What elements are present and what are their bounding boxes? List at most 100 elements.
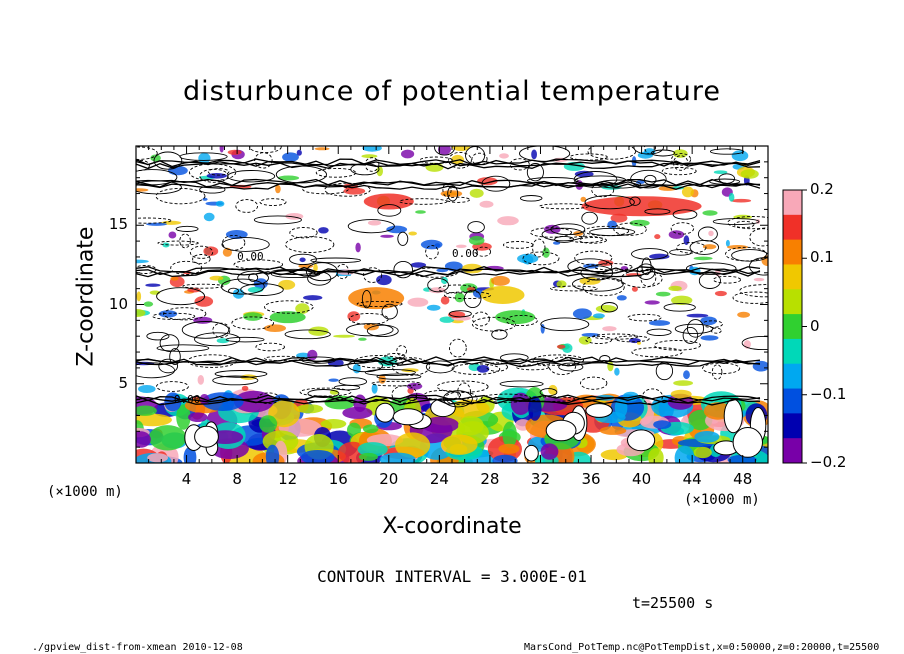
contour-line	[158, 358, 179, 374]
contour-line	[539, 203, 590, 210]
contour-line	[627, 313, 662, 322]
contour-line	[519, 146, 571, 162]
contour-line	[192, 254, 211, 265]
x-tick-label: 20	[379, 470, 399, 488]
x-tick-label: 44	[682, 470, 702, 488]
contour-line	[289, 227, 318, 239]
field-blob	[602, 326, 617, 332]
contour-line	[136, 159, 150, 171]
field-blob	[375, 402, 395, 423]
field-blob	[694, 431, 720, 443]
colorbar-swatch	[783, 338, 802, 365]
field-blob	[752, 360, 768, 372]
contour-line	[519, 195, 543, 202]
contour-line	[377, 204, 402, 217]
colorbar-swatch	[783, 239, 802, 265]
field-blob	[136, 291, 142, 302]
field-blob	[572, 308, 592, 320]
field-blob	[150, 154, 161, 162]
contour-line	[644, 208, 671, 215]
field-blob	[469, 188, 484, 198]
contour-line	[584, 225, 630, 237]
x-tick-label: 8	[232, 470, 242, 488]
field-blob	[247, 286, 264, 293]
contour-line	[676, 242, 707, 254]
contour-line	[361, 289, 372, 309]
contour-line	[629, 196, 641, 206]
field-blob	[702, 244, 717, 250]
field-blob	[441, 434, 478, 455]
field-blob	[136, 405, 157, 416]
contour-line	[682, 326, 699, 344]
contour-line	[222, 234, 246, 251]
contour-line	[399, 198, 448, 205]
field-blob	[653, 420, 672, 429]
x-tick-label: 28	[480, 470, 500, 488]
contour-line	[393, 260, 413, 279]
contour-line	[136, 356, 761, 364]
field-blob	[737, 311, 750, 318]
contour-line	[631, 248, 669, 260]
contour-line	[711, 364, 723, 380]
field-blob	[580, 196, 587, 202]
field-blob	[492, 454, 518, 463]
field-blob	[145, 283, 161, 287]
contour-line	[731, 249, 768, 262]
field-blob	[348, 287, 405, 310]
field-blob	[644, 300, 660, 305]
contour-line	[472, 311, 490, 327]
colorbar-tick-label: 0.2	[810, 180, 834, 198]
field-blob	[219, 146, 224, 153]
field-blob	[648, 448, 664, 463]
contour-line	[573, 171, 618, 188]
contour-line	[136, 217, 172, 224]
contour-line	[581, 211, 598, 225]
field-blob	[610, 213, 628, 223]
field-blob	[379, 452, 416, 463]
footer-left: ./gpview_dist-from-xmean 2010-12-08	[32, 642, 243, 653]
contour-line	[540, 317, 590, 332]
field-blob	[454, 292, 465, 303]
field-blob	[203, 212, 215, 222]
contour-line	[475, 246, 492, 257]
field-blob	[495, 310, 536, 325]
field-blob	[693, 446, 712, 459]
x-tick-label: 48	[733, 470, 753, 488]
contour-line	[189, 245, 214, 259]
field-blob	[314, 147, 330, 151]
contour-line	[499, 380, 544, 388]
contour-line	[381, 303, 398, 320]
contour-line	[384, 353, 406, 359]
field-blob	[386, 225, 408, 234]
contour-line	[663, 303, 696, 312]
field-blob	[728, 192, 735, 202]
field-blob	[198, 152, 211, 164]
field-blob	[631, 286, 638, 292]
field-blob	[614, 367, 620, 376]
contour-line	[237, 270, 269, 286]
colorbar-swatch	[783, 413, 802, 439]
field-blob	[528, 396, 542, 421]
contour-line	[447, 185, 459, 202]
field-blob	[725, 239, 730, 247]
contour-line	[136, 158, 761, 166]
contour-line	[182, 283, 224, 289]
contour-line	[582, 278, 625, 297]
field-blob	[296, 404, 324, 414]
contour-line	[505, 314, 538, 327]
field-blob	[136, 309, 146, 317]
field-blob	[731, 150, 749, 162]
time-label: t=25500 s	[632, 594, 714, 612]
contour-line	[254, 152, 273, 169]
contour-line	[548, 356, 577, 376]
contour-line	[445, 196, 471, 203]
field-blob	[303, 295, 323, 301]
contour-line	[580, 376, 608, 390]
field-blob	[607, 361, 614, 372]
contour-line	[169, 348, 181, 366]
contour-line	[689, 239, 720, 255]
field-blob	[227, 149, 242, 155]
field-blob	[673, 380, 693, 386]
contour-line	[228, 287, 239, 295]
contour-line	[425, 245, 439, 260]
